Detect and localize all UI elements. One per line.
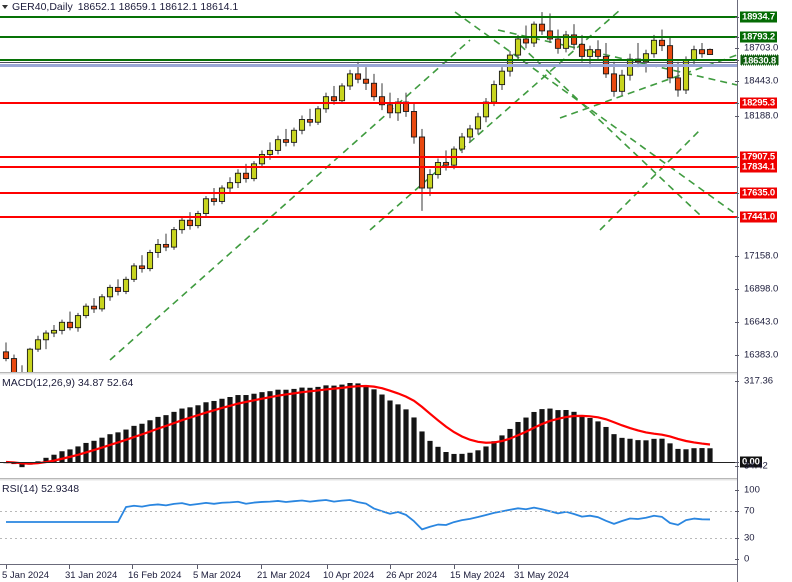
trendline-descending-3 <box>519 44 701 216</box>
price-axis-label: 18443.0 <box>744 75 779 87</box>
price-axis-label[interactable]: 18934.7 <box>740 11 777 23</box>
macd-label: MACD(12,26,9) 34.87 52.64 <box>2 377 134 389</box>
date-label: 10 Apr 2024 <box>323 570 375 581</box>
ohlc-values: 18652.1 18659.1 18612.1 18614.1 <box>77 0 239 13</box>
symbol-header: GER40,Daily 18652.1 18659.1 18612.1 1861… <box>0 0 460 13</box>
date-tick <box>327 565 328 569</box>
resistance-line-18934[interactable] <box>0 16 737 18</box>
axis-tick <box>735 167 739 168</box>
rsi-series[interactable] <box>0 481 737 564</box>
price-axis-label: 16643.0 <box>744 316 779 328</box>
date-label: 31 May 2024 <box>514 570 569 581</box>
date-label: 31 Jan 2024 <box>65 570 118 581</box>
date-tick <box>69 565 70 569</box>
price-axis-label[interactable]: 18630.8 <box>740 54 779 67</box>
axis-tick <box>735 462 739 463</box>
axis-tick <box>735 48 739 49</box>
price-axis-label[interactable]: 17635.0 <box>740 187 777 199</box>
triangle-down-icon[interactable] <box>2 4 8 9</box>
axis-tick <box>735 511 739 512</box>
resistance-line-18793[interactable] <box>0 36 737 38</box>
macd-axis-label: 34.42 <box>744 460 768 472</box>
axis-tick <box>735 381 739 382</box>
date-tick <box>518 565 519 569</box>
axis-tick <box>735 322 739 323</box>
axis-tick <box>735 538 739 539</box>
trendline-descending-2 <box>497 29 738 86</box>
rsi-level-30 <box>0 538 737 539</box>
date-tick <box>261 565 262 569</box>
rsi-axis-label: 0 <box>744 553 750 565</box>
support-line-17907[interactable] <box>0 156 737 158</box>
axis-tick <box>735 103 739 104</box>
price-marker-line <box>0 62 737 63</box>
support-line-17635[interactable] <box>0 192 737 194</box>
candlestick-series[interactable] <box>0 0 737 390</box>
axis-tick <box>735 17 739 18</box>
rsi-pane: RSI(14) 52.9348 <box>0 481 737 564</box>
pane-separator-1 <box>0 372 792 375</box>
price-axis-label: 18188.0 <box>744 110 779 122</box>
date-label: 16 Feb 2024 <box>128 570 182 581</box>
axis-tick <box>735 217 739 218</box>
macd-zero-line <box>0 462 737 463</box>
resistance-line-18630[interactable] <box>0 59 737 61</box>
pane-separator-2 <box>0 478 792 481</box>
symbol-name: GER40,Daily <box>12 0 73 13</box>
rsi-axis-label: 70 <box>744 505 755 517</box>
price-axis-label: 16898.0 <box>744 283 779 295</box>
rsi-level-70 <box>0 511 737 512</box>
trendline-ascending-major <box>109 39 471 361</box>
price-axis-label[interactable]: 18295.3 <box>740 97 777 109</box>
macd-series[interactable] <box>0 375 737 478</box>
axis-tick <box>735 289 739 290</box>
date-tick <box>390 565 391 569</box>
price-axis-label[interactable]: 17441.0 <box>740 211 777 223</box>
macd-axis-label: 317.36 <box>744 375 774 387</box>
axis-tick <box>735 157 739 158</box>
axis-tick <box>735 60 739 61</box>
price-axis-label: 16383.0 <box>744 349 779 361</box>
trendline-ascending-minor <box>369 9 621 231</box>
axis-tick <box>735 256 739 257</box>
price-axis-label[interactable]: 17834.1 <box>740 161 777 173</box>
axis-tick <box>735 559 739 560</box>
date-tick <box>197 565 198 569</box>
date-label: 21 Mar 2024 <box>257 570 311 581</box>
price-axis-label: 17158.0 <box>744 250 779 262</box>
price-axis[interactable]: 18934.7 18793.2 18703.0 18630.8 18443.0 18295… <box>735 0 792 582</box>
trendline-descending-1 <box>454 11 738 216</box>
price-axis-label[interactable]: 17907.5 <box>740 151 777 163</box>
axis-tick <box>735 116 739 117</box>
rsi-axis-label: 100 <box>744 484 760 496</box>
axis-tick <box>735 193 739 194</box>
date-label: 5 Jan 2024 <box>2 570 50 581</box>
date-tick <box>6 565 7 569</box>
date-label: 5 Mar 2024 <box>193 570 242 581</box>
price-pane <box>0 0 738 390</box>
support-line-17441[interactable] <box>0 216 737 218</box>
price-axis-label[interactable]: 18793.2 <box>740 31 777 43</box>
support-line-18295[interactable] <box>0 102 737 104</box>
rsi-label: RSI(14) 52.9348 <box>2 483 80 495</box>
date-axis[interactable]: 5 Jan 2024 31 Jan 2024 16 Feb 2024 5 Mar 20… <box>0 564 737 582</box>
date-label: 15 May 2024 <box>450 570 505 581</box>
price-axis-label: 18703.0 <box>744 42 779 54</box>
pivot-line[interactable] <box>0 64 737 67</box>
axis-tick <box>735 490 739 491</box>
axis-tick <box>735 466 739 467</box>
macd-pane: MACD(12,26,9) 34.87 52.64 <box>0 375 737 478</box>
axis-tick <box>735 81 739 82</box>
trendlines-layer <box>109 9 738 361</box>
date-tick <box>132 565 133 569</box>
date-label: 26 Apr 2024 <box>386 570 438 581</box>
support-line-17834[interactable] <box>0 166 737 168</box>
axis-tick <box>735 37 739 38</box>
macd-axis-label[interactable]: 0.00 <box>740 456 762 468</box>
axis-tick <box>735 355 739 356</box>
rsi-axis-label: 30 <box>744 532 755 544</box>
date-tick <box>454 565 455 569</box>
